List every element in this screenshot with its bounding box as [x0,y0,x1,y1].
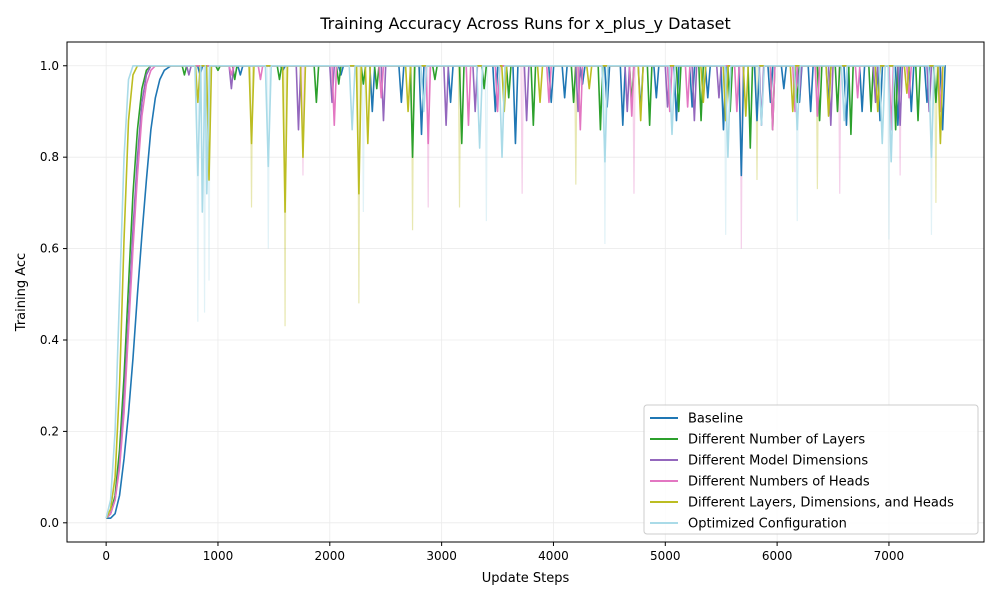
series-line-optimized-configuration [105,64,945,519]
legend-box [643,404,979,535]
plot-frame [66,41,985,543]
legend: Baseline Different Number of Layers Differ… [643,404,979,535]
y-tick-label: 0.4 [40,333,59,347]
y-tick-label: 0.6 [40,242,59,256]
x-tick-label: 1000 [203,549,234,563]
faint-noise-spike [361,65,366,213]
faint-noise-spike [484,65,489,222]
chart-title: Training Accuracy Across Runs for x_plus… [319,14,731,34]
x-tick-label: 6000 [762,549,793,563]
y-axis-ticks: 0.0 0.2 0.4 0.6 0.8 1.0 [40,59,67,530]
x-axis-label: Update Steps [482,571,570,586]
x-tick-label: 7000 [874,549,905,563]
legend-items: Baseline Different Number of Layers Differ… [650,412,954,532]
series-layer [105,64,946,520]
x-tick-label: 3000 [426,549,457,563]
y-tick-label: 0.0 [40,516,59,530]
legend-label: Different Numbers of Heads [688,475,870,490]
y-tick-label: 0.2 [40,424,59,438]
legend-label: Different Layers, Dimensions, and Heads [688,496,954,511]
x-tick-label: 5000 [650,549,681,563]
x-axis-ticks: 0 1000 2000 3000 4000 5000 6000 7000 [102,542,904,563]
x-tick-label: 2000 [315,549,346,563]
x-tick-label: 4000 [538,549,569,563]
legend-label: Optimized Configuration [688,517,847,532]
y-axis-label: Training Acc [14,253,29,332]
legend-label: Different Number of Layers [688,433,865,448]
y-tick-label: 0.8 [40,150,59,164]
y-tick-label: 1.0 [40,59,59,73]
legend-label: Different Model Dimensions [688,454,868,469]
legend-label: Baseline [688,412,743,427]
x-tick-label: 0 [102,549,110,563]
